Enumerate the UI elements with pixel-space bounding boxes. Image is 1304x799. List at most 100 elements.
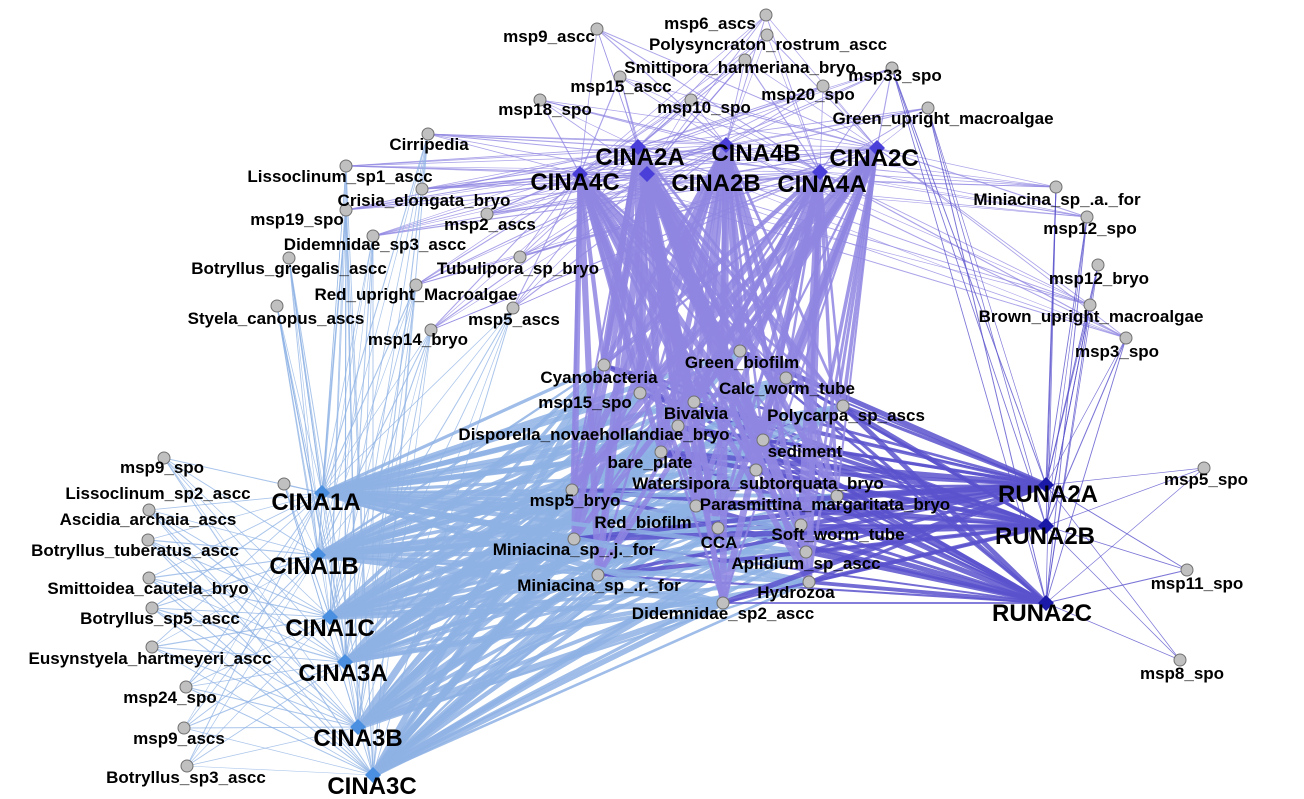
edge-msp24-spo-cina3a [185,661,346,688]
edge-red-upright-macroalgae-cina1a [321,284,417,494]
edge-red-upright-macroalgae-cina2a [415,146,639,286]
species-label-calc-worm-tube: Calc_worm_tube [719,379,855,398]
edge-msp3-spo-runa2c [1045,337,1127,604]
edge-green-upright-macroalgae-runa2a [927,107,1047,486]
edge-msp8-spo-runa2c [1045,602,1181,661]
edge-green-upright-macroalgae-cina4a [819,107,929,173]
edge-msp10-spo-cina4a [690,99,821,173]
edge-smittoidea-cautela-bryo-cina1a [148,492,323,579]
edge-ascidia-archaia-ascs-cina3b [148,509,359,728]
species-node-bivalvia [687,395,701,409]
site-node-cina3a [337,654,353,670]
edge-styela-canopus-ascs-cina1a [276,305,323,494]
edge-miniacina-sp-j-for-cina4b [571,143,729,541]
edge-hydrozoa-cina2c [807,147,879,583]
edge-msp5-ascs-cina4a [512,171,821,309]
species-label-msp6-ascs: msp6_ascs [664,14,756,33]
edge-soft-worm-tube-runa2c [800,523,1047,605]
edge-msp2-ascs-cina2b [486,173,648,215]
species-label-botryllus-gregalis-ascc: Botryllus_gregalis_ascc [191,259,387,278]
edge-msp19-spo-cina3b [345,209,359,728]
edge-brown-upright-macroalgae-cina4b [725,144,1091,306]
edge-msp10-spo-cina4c [579,99,692,175]
species-node-sediment [756,433,770,447]
species-node-msp15-ascc [613,70,627,84]
edge-green-upright-macroalgae-runa2b [927,107,1047,527]
edge-layer [147,14,1205,778]
edge-parasmittina-margaritata-bryo-cina2c [835,147,879,497]
edge-msp10-spo-cina2b [646,99,692,175]
species-node-msp20-spo [816,79,830,93]
edge-msp24-spo-cina3c [185,686,374,776]
edge-msp33-spo-runa2a [891,67,1047,486]
species-label-msp12-bryo: msp12_bryo [1049,269,1149,288]
edge-msp19-spo-cina3a [344,209,347,663]
edge-didemnidae-sp2-ascc-cina1b [317,551,724,607]
site-label-cina1a: CINA1A [271,489,360,516]
species-node-miniacina-sp-a-for [1049,180,1063,194]
species-label-sediment: sediment [768,442,843,461]
edge-botryllus-sp3-ascc-cina1a [186,492,323,767]
edge-botryllus-sp5-ascc-cina1b [151,554,319,609]
edge-msp3-spo-cina4b [725,144,1127,339]
edge-brown-upright-macroalgae-cina2c [876,147,1091,306]
edge-hydrozoa-runa2c [808,580,1047,605]
edge-botryllus-sp5-ascc-cina3a [151,607,346,663]
edge-red-biofilm-cina4a [693,171,823,507]
edge-bivalvia-cina1b [317,400,695,557]
edge-didemnidae-sp3-ascc-cina2b [372,173,648,237]
edge-msp9-spo-cina1b [163,457,319,556]
species-label-cyanobacteria: Cyanobacteria [540,368,658,387]
species-node-green-upright-macroalgae [921,101,935,115]
edge-msp14-bryo-cina4c [430,173,581,331]
edge-botryllus-tuberatus-ascc-cina1c [147,539,331,618]
edge-msp15-ascc-cina4b [619,76,727,146]
species-node-smittipora-harmeriana-bryo [738,53,752,67]
species-node-didemnidae-sp3-ascc [366,229,380,243]
species-node-msp5-bryo [565,483,579,497]
species-label-msp5-spo: msp5_spo [1164,470,1248,489]
edge-smittoidea-cautela-bryo-cina3c [148,577,374,776]
site-label-cina3b: CINA3B [313,725,402,752]
edge-smittipora-harmeriana-bryo-cina2c [744,59,878,149]
species-label-smittipora-harmeriana-bryo: Smittipora_harmeriana_bryo [624,58,855,77]
edge-red-upright-macroalgae-cina4b [415,144,727,286]
edge-msp5-spo-runa2a [1045,467,1205,486]
edge-msp6-ascs-cina2b [646,14,767,175]
edge-msp10-spo-cina4b [690,99,727,146]
edge-didemnidae-sp3-ascc-cina4b [372,144,727,237]
edge-miniacina-sp-r-for-cina4a [596,171,822,576]
edge-msp33-spo-cina4b [725,67,893,146]
edge-didemnidae-sp3-ascc-cina3a [344,235,374,663]
edge-hydrozoa-cina2b [644,172,812,584]
edge-miniacina-sp-r-for-cina4c [576,173,602,576]
species-node-msp5-ascs [506,301,520,315]
species-node-tubulipora-sp-bryo [513,250,527,264]
edge-msp9-ascc-top-cina2c [596,28,878,149]
species-label-bivalvia: Bivalvia [664,404,729,423]
species-label-msp14-bryo: msp14_bryo [368,330,468,349]
species-label-disporella-novaehollandiae-bryo: Disporella_novaehollandiae_bryo [458,425,729,444]
edge-miniacina-sp-a-for-runa2c [1045,186,1057,604]
edge-msp20-spo-cina2c [822,85,878,149]
edge-hydrozoa-cina4b [723,144,812,583]
edge-msp5-ascs-cina4c [512,173,581,309]
edge-hydrozoa-cina4c [577,172,812,584]
species-node-crisia-elongata-bryo [415,182,429,196]
species-node-polycarpa-sp-ascs [836,399,850,413]
species-label-botryllus-sp3-ascc: Botryllus_sp3_ascc [106,768,266,787]
species-label-miniacina-sp-j-for: Miniacina_sp_.j._for [493,540,656,559]
edge-msp14-bryo-cina1a [321,329,432,494]
species-label-smittoidea-cautela-bryo: Smittoidea_cautela_bryo [47,579,248,598]
edge-botryllus-gregalis-ascc-cina1b [288,257,319,556]
species-label-brown-upright-macroalgae: Brown_upright_macroalgae [979,307,1204,326]
edge-miniacina-sp-j-for-cina4c [571,173,583,540]
species-node-msp14-bryo [424,323,438,337]
edge-botryllus-sp3-ascc-cina1b [186,554,319,767]
species-label-watersipora-subtorquata-bryo: Watersipora_subtorquata_bryo [632,474,884,493]
species-label-eusynstyela-hartmeyeri-ascc: Eusynstyela_hartmeyeri_ascc [29,649,272,668]
edge-miniacina-sp-j-for-cina4a [573,171,821,540]
edge-smittoidea-cautela-bryo-cina1c [148,577,331,618]
edge-didemnidae-sp2-ascc-runa2b [722,524,1047,605]
edge-msp11-spo-runa2a [1045,484,1188,571]
